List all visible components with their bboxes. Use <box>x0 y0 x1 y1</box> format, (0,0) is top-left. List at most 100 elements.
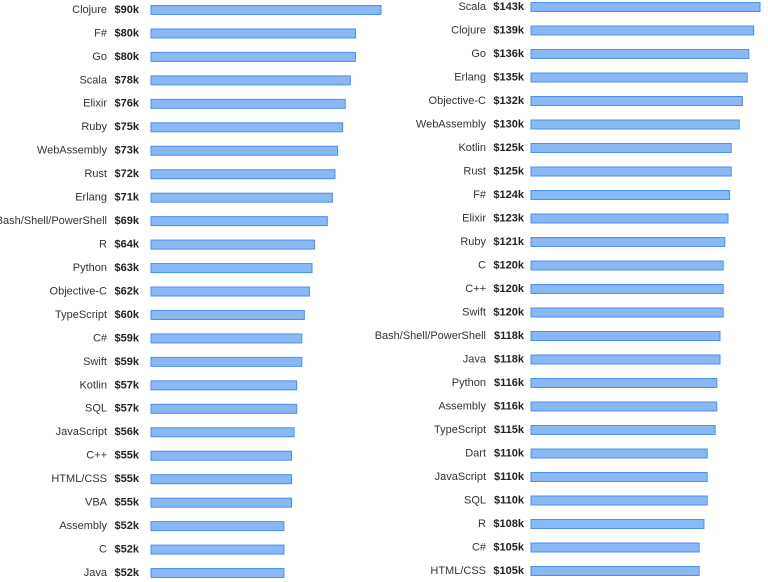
category-label: SQL <box>85 403 107 415</box>
bar <box>150 98 346 109</box>
bar <box>150 309 305 320</box>
bar <box>150 122 344 133</box>
bar <box>530 237 726 247</box>
value-label: $76k <box>115 98 140 110</box>
value-label: $52k <box>115 520 140 532</box>
bar <box>530 307 724 318</box>
bar <box>530 190 731 200</box>
bar <box>150 169 336 180</box>
bar <box>530 96 743 106</box>
bar <box>150 216 328 227</box>
value-label: $143k <box>493 1 524 13</box>
category-label: C <box>99 543 107 555</box>
value-label: $120k <box>493 306 524 318</box>
bar <box>530 143 732 153</box>
value-label: $123k <box>493 212 524 224</box>
category-label: JavaScript <box>435 471 486 483</box>
value-label: $63k <box>115 262 140 274</box>
category-label: C++ <box>465 283 486 295</box>
category-label: Dart <box>465 447 486 459</box>
value-label: $56k <box>115 426 140 438</box>
value-label: $125k <box>493 142 524 154</box>
category-label: C# <box>93 332 108 344</box>
category-label: VBA <box>85 497 108 509</box>
category-label: R <box>99 239 107 251</box>
bar <box>530 425 716 435</box>
bar <box>530 448 708 459</box>
value-label: $121k <box>493 236 524 248</box>
value-label: $132k <box>493 95 524 107</box>
bar <box>530 2 761 12</box>
value-label: $136k <box>493 48 524 60</box>
category-label: Objective-C <box>50 285 108 297</box>
category-label: Python <box>73 262 107 274</box>
bar <box>530 119 740 130</box>
value-label: $52k <box>115 567 140 579</box>
value-label: $60k <box>115 309 140 321</box>
category-label: Go <box>471 48 486 60</box>
category-label: C# <box>472 541 487 553</box>
category-label: TypeScript <box>55 309 107 321</box>
bar <box>530 49 750 59</box>
category-label: Scala <box>79 74 107 86</box>
value-label: $115k <box>494 424 525 436</box>
value-label: $80k <box>115 51 140 63</box>
bar <box>530 25 755 36</box>
value-label: $80k <box>115 27 140 39</box>
bar <box>530 72 748 83</box>
value-label: $62k <box>115 285 140 297</box>
category-label: Assembly <box>59 520 107 532</box>
value-label: $73k <box>115 145 140 157</box>
bar <box>150 239 316 250</box>
category-label: Java <box>463 353 487 365</box>
bar <box>530 284 724 294</box>
bar <box>530 542 700 553</box>
category-label: Ruby <box>81 121 107 133</box>
bar <box>150 333 303 344</box>
category-label: C++ <box>86 450 107 462</box>
value-label: $59k <box>115 332 140 344</box>
category-label: HTML/CSS <box>430 565 486 577</box>
value-label: $59k <box>115 356 140 368</box>
bar <box>150 497 293 508</box>
bar <box>530 566 700 576</box>
value-label: $64k <box>115 239 140 251</box>
category-label: Assembly <box>438 400 486 412</box>
value-label: $124k <box>493 189 524 201</box>
category-label: Kotlin <box>458 142 486 154</box>
category-label: Objective-C <box>429 95 487 107</box>
category-label: Erlang <box>454 71 486 83</box>
category-label: Swift <box>83 356 107 368</box>
category-label: Ruby <box>460 236 486 248</box>
category-label: Scala <box>458 1 486 13</box>
value-label: $69k <box>115 215 140 227</box>
category-label: Clojure <box>451 24 486 36</box>
value-label: $57k <box>115 379 140 391</box>
bar <box>150 263 313 274</box>
bar <box>530 354 721 365</box>
category-label: Bash/Shell/PowerShell <box>375 330 486 342</box>
bar <box>150 450 293 461</box>
value-label: $118k <box>494 330 525 342</box>
value-label: $120k <box>493 283 524 295</box>
category-label: Rust <box>463 165 486 177</box>
bar <box>150 145 339 156</box>
bar <box>530 472 708 482</box>
bar <box>530 495 708 506</box>
category-label: Python <box>452 377 486 389</box>
bar <box>150 5 382 15</box>
category-label: Clojure <box>72 4 107 16</box>
category-label: JavaScript <box>56 426 107 438</box>
bar <box>150 192 333 203</box>
bar <box>150 28 356 39</box>
bar <box>150 521 285 532</box>
bar <box>150 51 356 62</box>
category-label: Elixir <box>83 98 107 110</box>
bar <box>530 378 718 388</box>
bar <box>150 75 351 86</box>
bar <box>530 260 724 271</box>
value-label: $139k <box>493 24 524 36</box>
category-label: Elixir <box>462 212 486 224</box>
value-label: $90k <box>115 4 140 16</box>
